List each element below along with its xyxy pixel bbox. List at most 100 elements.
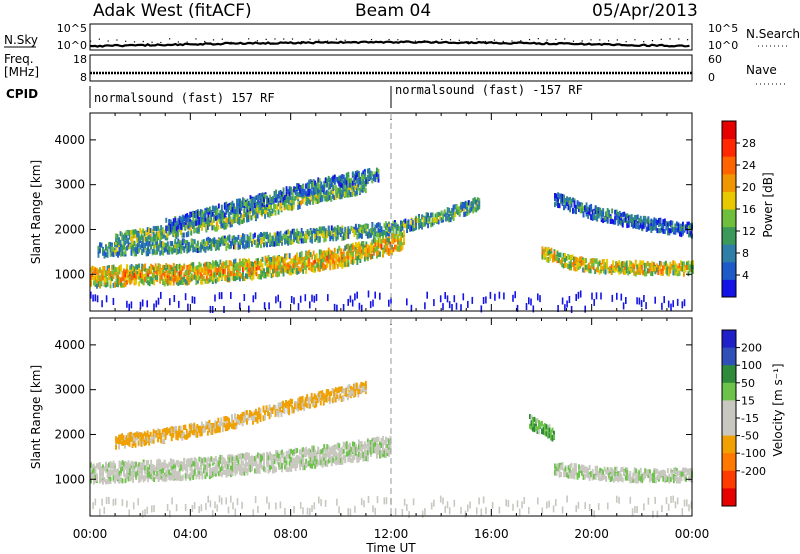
echo-cell	[657, 270, 660, 275]
ground-scatter-cell	[537, 293, 539, 301]
ground-scatter-cell	[498, 506, 501, 514]
echo-cell	[230, 271, 232, 277]
echo-cell	[311, 182, 314, 187]
echo-cell	[678, 271, 681, 276]
echo-cell	[452, 204, 455, 210]
echo-cell	[590, 203, 593, 209]
echo-cell	[602, 218, 605, 224]
echo-cell	[263, 192, 265, 198]
echo-cell	[118, 474, 121, 480]
echo-cell	[336, 192, 339, 198]
echo-cell	[96, 463, 98, 469]
echo-cell	[112, 282, 115, 288]
echo-cell	[239, 198, 241, 204]
echo-cell	[149, 228, 152, 234]
ground-scatter-cell	[681, 508, 684, 516]
echo-cell	[287, 262, 290, 268]
echo-cell	[664, 266, 667, 272]
echo-cell	[329, 236, 332, 242]
echo-cell	[93, 463, 95, 469]
echo-cell	[476, 197, 479, 203]
echo-cell	[309, 236, 312, 242]
echo-cell	[347, 181, 350, 187]
ground-scatter-cell	[552, 505, 555, 513]
echo-cell	[329, 249, 332, 255]
echo-cell	[419, 223, 422, 228]
echo-cell	[605, 211, 608, 217]
echo-cell	[302, 268, 305, 274]
echo-cell	[296, 269, 299, 275]
echo-cell	[184, 243, 187, 249]
echo-cell	[196, 219, 199, 225]
echo-cell	[624, 216, 627, 222]
ground-scatter-cell	[532, 305, 535, 313]
echo-cell	[686, 265, 688, 270]
echo-cell	[163, 273, 166, 278]
echo-cell	[230, 241, 232, 246]
echo-cell	[291, 263, 294, 269]
echo-cell	[249, 270, 252, 276]
echo-cell	[305, 183, 308, 189]
echo-cell	[312, 199, 315, 205]
echo-cell	[300, 256, 303, 262]
echo-cell	[262, 209, 265, 214]
echo-cell	[357, 255, 360, 260]
echo-cell	[267, 268, 270, 274]
echo-cell	[412, 220, 414, 226]
echo-cell	[183, 274, 186, 280]
echo-cell	[555, 200, 558, 206]
echo-cell	[354, 225, 357, 230]
echo-cell	[282, 187, 285, 193]
echo-cell	[400, 241, 402, 247]
echo-cell	[178, 246, 181, 252]
echo-cell	[273, 232, 276, 238]
echo-cell	[322, 192, 325, 198]
echo-cell	[299, 192, 302, 198]
echo-cell	[339, 190, 342, 196]
echo-cell	[220, 221, 223, 227]
echo-cell	[187, 264, 190, 270]
echo-cell	[115, 470, 118, 476]
echo-cell	[216, 268, 219, 273]
echo-cell	[130, 275, 133, 281]
echo-cell	[541, 249, 544, 255]
echo-cell	[360, 234, 363, 239]
echo-cell	[612, 265, 615, 271]
echo-cell	[550, 253, 553, 259]
echo-cell	[442, 214, 445, 220]
echo-cell	[287, 240, 290, 246]
echo-cell	[660, 223, 663, 229]
echo-cell	[555, 193, 558, 199]
echo-cell	[141, 240, 144, 246]
echo-cell	[291, 228, 294, 234]
echo-cell	[266, 231, 268, 237]
echo-cell	[663, 220, 666, 226]
echo-cell	[155, 231, 158, 237]
echo-cell	[403, 237, 405, 243]
echo-cell	[614, 219, 617, 225]
echo-cell	[192, 211, 195, 217]
echo-cell	[171, 249, 174, 255]
echo-cell	[576, 200, 579, 206]
echo-cell	[129, 463, 131, 469]
echo-cell	[653, 217, 656, 223]
echo-cell	[118, 265, 121, 271]
echo-cell	[610, 264, 613, 270]
echo-cell	[174, 239, 177, 245]
echo-cell	[284, 238, 286, 244]
echo-cell	[645, 226, 648, 232]
echo-cell	[323, 226, 326, 232]
echo-cell	[303, 264, 306, 270]
echo-cell	[111, 243, 113, 249]
echo-cell	[102, 247, 104, 253]
echo-cell	[455, 208, 458, 214]
echo-cell	[348, 245, 351, 251]
echo-cell	[377, 173, 380, 179]
echo-cell	[295, 194, 298, 200]
ground-scatter-cell	[128, 303, 130, 311]
echo-cell	[331, 193, 334, 199]
echo-cell	[630, 214, 633, 220]
echo-cell	[155, 236, 158, 242]
echo-cell	[290, 186, 293, 192]
echo-cell	[202, 217, 205, 223]
